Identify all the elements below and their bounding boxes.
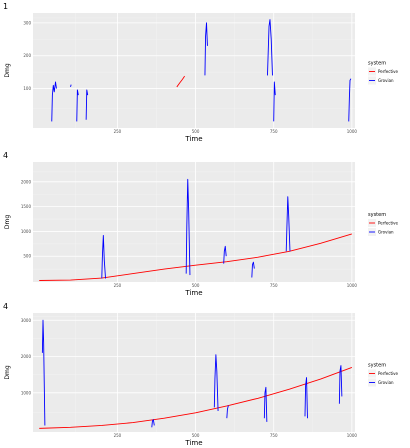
panel-3-x-tick-label: 750 [270, 433, 278, 438]
panel-2-legend-title: system [368, 212, 386, 218]
panel-2-x-tick-label: 500 [192, 283, 200, 288]
panel-2-x-tick-label: 750 [270, 283, 278, 288]
panel-3-series-grovian-line [263, 386, 268, 422]
panel-3-y-tick-label: 2000 [21, 354, 32, 359]
panel-3-series-grovian-line [226, 405, 229, 419]
panel-2-series-grovian-line [251, 261, 255, 278]
panel-3-y-axis-title: Dmg [4, 365, 11, 379]
panel-1-background [33, 13, 355, 128]
panel-1-x-axis-title: Time [184, 135, 202, 143]
panel-3-background [33, 313, 355, 432]
panel-3-series-grovian-line [338, 365, 343, 404]
panel-1-series-grovian-line [51, 81, 57, 122]
panel-1-y-axis-title: Dmg [4, 63, 11, 77]
panel-3-series-grovian-line [151, 419, 155, 428]
panel-2-series-grovian-line [101, 234, 106, 279]
panel-1-series-grovian-line [348, 78, 352, 122]
panel-1-series-grovian-line [204, 22, 208, 76]
panel-1-series-grovian-line [70, 84, 72, 88]
panel-3-legend-label: Grovian [378, 380, 394, 385]
panel-2-series-grovian-line [223, 245, 227, 264]
panel-2-y-axis-title: Dmg [4, 215, 11, 229]
panel-1-legend-label: Perfective [378, 69, 398, 74]
panel-1-legend-label: Grovian [378, 78, 394, 83]
panel-2-x-tick-label: 1000 [347, 283, 358, 288]
panel-2-y-tick-label: 2000 [21, 179, 32, 184]
panel-3-legend-label: Perfective [378, 371, 398, 376]
panel-1-x-tick-label: 1000 [347, 129, 358, 134]
panel-3-x-axis-title: Time [184, 439, 202, 447]
panel-1-series-perfective-line [176, 75, 185, 88]
panel-1-y-tick-label: 100 [23, 86, 31, 91]
panel-1-x-tick-label: 250 [114, 129, 122, 134]
panel-1-series-grovian-line [267, 19, 273, 76]
panel-3-y-tick-label: 1000 [21, 390, 32, 395]
panel-1-legend-title: system [368, 61, 386, 67]
panel-3-x-tick-label: 500 [192, 433, 200, 438]
panel-2-tag: 4 [3, 151, 8, 160]
panel-1-series-grovian-line [85, 89, 89, 120]
panel-2-series-grovian-line [185, 178, 191, 276]
panel-3-series-grovian-line [41, 319, 46, 426]
panel-3-x-tick-label: 1000 [347, 433, 358, 438]
panel-3-tag: 4 [3, 302, 8, 311]
panel-2-series-grovian-line [285, 196, 291, 252]
panel-2-x-axis-title: Time [184, 289, 202, 297]
panel-1-y-tick-label: 200 [23, 53, 31, 58]
panel-3-y-tick-label: 3000 [21, 318, 32, 323]
panel-2-y-tick-label: 1000 [21, 229, 32, 234]
panel-3-series-grovian-line [304, 377, 308, 419]
panel-2-legend-label: Grovian [378, 230, 394, 235]
panel-3-legend-title: system [368, 363, 386, 369]
panel-2-y-tick-label: 500 [23, 254, 31, 259]
panel-3-series-grovian-line [213, 354, 219, 411]
panel-1-series-grovian-line [273, 81, 276, 122]
panel-2-series-perfective-line [39, 233, 352, 281]
panel-1-x-tick-label: 750 [270, 129, 278, 134]
panel-2-x-tick-label: 250 [114, 283, 122, 288]
panel-2-y-tick-label: 1500 [21, 204, 32, 209]
panel-1-y-tick-label: 300 [23, 20, 31, 25]
panel-3-x-tick-label: 250 [114, 433, 122, 438]
panel-1-tag: 1 [3, 2, 8, 11]
panel-1-x-tick-label: 500 [192, 129, 200, 134]
panel-3-series-perfective-line [39, 366, 353, 429]
panel-2-legend-label: Perfective [378, 221, 398, 226]
panel-1-series-grovian-line [76, 89, 79, 122]
panel-2-background [33, 162, 355, 282]
